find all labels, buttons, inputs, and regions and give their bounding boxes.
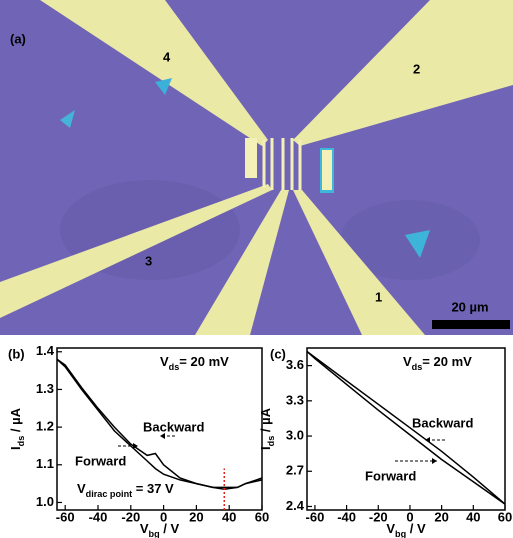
y-tick-label: 3.3 xyxy=(286,392,304,407)
y-tick-label: 1.2 xyxy=(36,419,54,434)
x-axis-label: Vbg / V xyxy=(140,521,180,538)
panel-label: (a) xyxy=(10,31,26,46)
annotation-sub: ds xyxy=(412,362,423,372)
electrode-label: 2 xyxy=(413,61,420,76)
y-axis-label: Ids / µA xyxy=(8,407,26,450)
annotation: Vds= 20 mV xyxy=(160,354,229,372)
arrow-head xyxy=(425,437,430,443)
y-axis-label-main: I xyxy=(8,446,23,450)
y-tick-label: 2.4 xyxy=(286,498,305,513)
flake xyxy=(60,110,75,128)
series-label: Backward xyxy=(412,415,473,430)
y-axis-label-main: I xyxy=(258,446,273,450)
series-label: Forward xyxy=(365,468,416,483)
annotation-rest: = 20 mV xyxy=(422,354,472,369)
contact xyxy=(322,150,332,190)
micrograph: (a) 4 2 3 1 20 µm xyxy=(0,0,513,335)
arrow-head xyxy=(432,458,437,464)
x-axis-label-rest: / V xyxy=(406,521,426,536)
y-axis-label-rest: / µA xyxy=(258,407,273,435)
annotation-rest: = 20 mV xyxy=(179,354,229,369)
y-tick-label: 1.3 xyxy=(36,381,54,396)
x-tick-label: -60 xyxy=(306,509,325,524)
electrode xyxy=(0,184,272,318)
x-axis-label-rest: / V xyxy=(160,521,180,536)
annotation: Vds= 20 mV xyxy=(403,354,472,372)
y-tick-label: 3.0 xyxy=(286,427,304,442)
electrode-label: 4 xyxy=(163,49,171,64)
annotation-main: V xyxy=(160,354,169,369)
flake xyxy=(405,230,430,258)
dirac-label-sub: dirac point xyxy=(86,489,132,499)
panel-label: (b) xyxy=(8,346,25,361)
x-tick-label: 60 xyxy=(498,509,512,524)
plot-frame xyxy=(306,347,506,511)
y-tick-label: 2.7 xyxy=(286,463,304,478)
x-tick-label: 40 xyxy=(466,509,480,524)
series-line xyxy=(306,350,506,505)
y-axis-label-sub: ds xyxy=(16,436,26,447)
dirac-label-rest: = 37 V xyxy=(132,481,174,496)
y-axis-label: Ids / µA xyxy=(258,407,276,450)
y-tick-label: 1.0 xyxy=(36,494,54,509)
x-tick-label: 60 xyxy=(255,509,269,524)
x-tick-label: -60 xyxy=(56,509,75,524)
flake xyxy=(155,78,172,95)
x-axis-label-sub: bg xyxy=(149,529,160,538)
x-tick-label: -20 xyxy=(121,509,140,524)
y-axis-label-sub: ds xyxy=(266,436,276,447)
electrode xyxy=(293,190,425,335)
electrode xyxy=(293,0,513,146)
electrode-label: 1 xyxy=(375,289,382,304)
x-tick-label: 40 xyxy=(222,509,236,524)
series-line xyxy=(306,350,506,505)
x-tick-label: 20 xyxy=(189,509,203,524)
y-tick-label: 3.6 xyxy=(286,357,304,372)
electrode-label: 3 xyxy=(145,253,152,268)
y-axis-label-rest: / µA xyxy=(8,407,23,435)
scale-bar-label: 20 µm xyxy=(451,299,488,314)
x-axis-label-main: V xyxy=(140,521,149,536)
x-tick-label: -40 xyxy=(89,509,108,524)
contact xyxy=(245,138,257,178)
panel-label: (c) xyxy=(270,346,286,361)
electrode xyxy=(195,190,289,335)
arrow-head xyxy=(133,443,138,449)
x-axis-label-main: V xyxy=(386,521,395,536)
annotation-sub: ds xyxy=(169,362,180,372)
scale-bar xyxy=(432,320,510,329)
plot-frame xyxy=(56,347,263,511)
x-axis-label: Vbg / V xyxy=(386,521,426,538)
x-tick-label: 0 xyxy=(406,509,413,524)
series-line xyxy=(56,358,263,491)
dirac-label: Vdirac point = 37 V xyxy=(77,481,174,499)
x-tick-label: 20 xyxy=(434,509,448,524)
annotation-main: V xyxy=(403,354,412,369)
series-line xyxy=(56,358,263,489)
x-tick-label: -40 xyxy=(337,509,356,524)
x-tick-label: -20 xyxy=(369,509,388,524)
dirac-label-main: V xyxy=(77,481,86,496)
series-label: Backward xyxy=(143,419,204,434)
electrode xyxy=(40,0,268,146)
series-label: Forward xyxy=(75,453,126,468)
arrow-head xyxy=(160,433,165,439)
x-tick-label: 0 xyxy=(160,509,167,524)
x-axis-label-sub: bg xyxy=(395,529,406,538)
y-tick-label: 1.4 xyxy=(36,343,55,358)
contacts xyxy=(262,138,302,190)
y-tick-label: 1.1 xyxy=(36,456,54,471)
